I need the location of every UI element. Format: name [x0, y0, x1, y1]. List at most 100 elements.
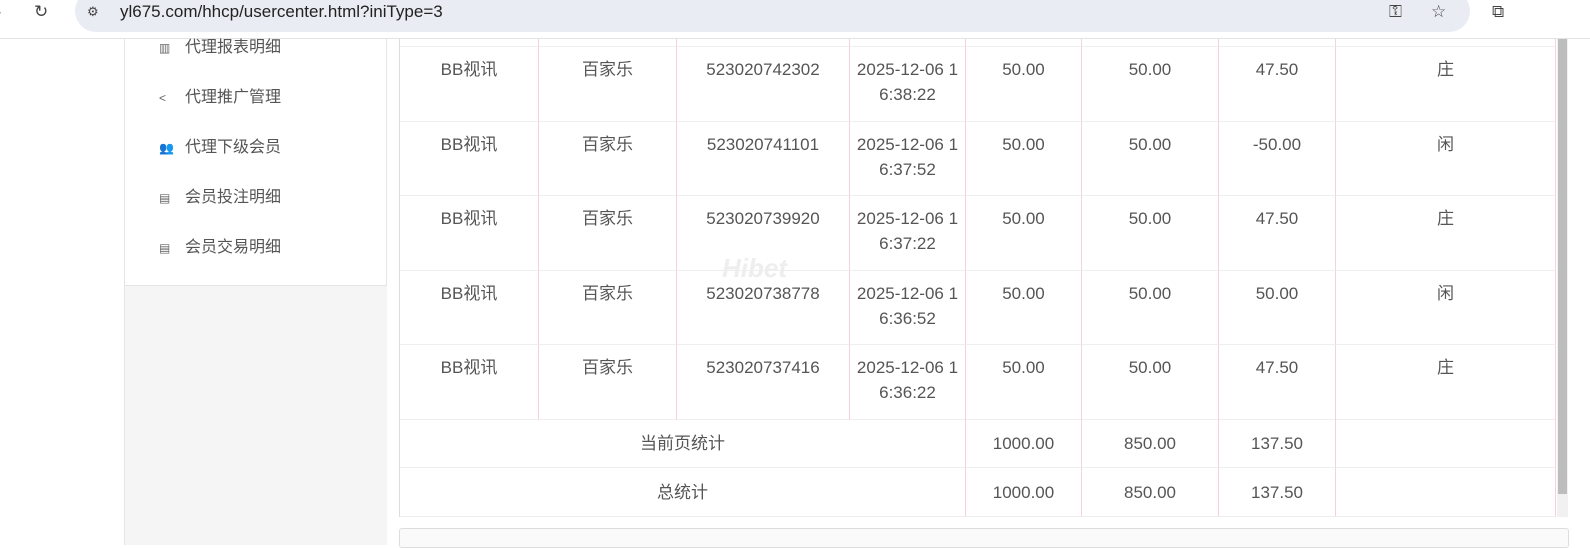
time-cell: 2025-12-06 16:36:22: [850, 345, 966, 420]
time-cell: 2025-12-06 16:37:22: [850, 196, 966, 271]
cell-text: 523020739920: [706, 209, 820, 228]
reload-icon[interactable]: ↻: [34, 2, 49, 21]
cell-text: 47.50: [1255, 358, 1299, 377]
time-cell: 2025-12-06 16:37:52: [850, 121, 966, 196]
sidebar-item-label: 代理推广管理: [185, 89, 282, 106]
cell-text: 总统计: [657, 483, 708, 502]
cell-text: 50.00: [1128, 60, 1172, 79]
extensions-icon[interactable]: ⧉: [1492, 2, 1505, 21]
cell-text: 50.00: [1002, 134, 1045, 154]
payout-cell: -50.00: [1219, 121, 1336, 196]
cell-text: 闲: [1437, 134, 1454, 154]
cell-text: BB视讯: [440, 209, 498, 228]
amount-cell: 50.00: [966, 121, 1082, 196]
result-cell: 庄: [1336, 345, 1556, 420]
game-cell: 百家乐: [539, 345, 677, 420]
scrollbar-thumb[interactable]: [1558, 39, 1567, 494]
amount-cell: 50.00: [966, 196, 1082, 271]
valid-amount-cell: 50.00: [1082, 121, 1219, 196]
watermark-logo: Hibet: [722, 253, 787, 283]
bet-id-cell: 523020737416: [677, 345, 850, 420]
cell-text: 850.00: [1124, 434, 1176, 453]
cell-text: 50.00: [1128, 134, 1172, 154]
cell-text: 2025-12-06 16:36:52: [856, 283, 959, 328]
table-cell: [1082, 39, 1219, 47]
cell-text: 850.00: [1124, 483, 1176, 502]
table-cell: [850, 39, 966, 47]
payout-cell: 47.50: [1219, 345, 1336, 420]
platform-cell: BB视讯: [400, 270, 539, 345]
amount-cell: 50.00: [966, 345, 1082, 420]
summary-value: [1336, 468, 1556, 517]
forward-icon[interactable]: ›: [0, 0, 2, 24]
table-cell: [539, 39, 677, 47]
valid-amount-cell: 50.00: [1082, 47, 1219, 122]
bet-id-cell: 523020742302: [677, 47, 850, 122]
summary-value: 850.00: [1082, 468, 1219, 517]
cell-text: 当前页统计: [640, 434, 725, 453]
result-cell: 庄: [1336, 196, 1556, 271]
amount-cell: 50.00: [966, 270, 1082, 345]
cell-text: 50.00: [1128, 209, 1172, 228]
cell-text: 2025-12-06 16:37:52: [856, 134, 959, 179]
cell-text: 百家乐: [582, 209, 633, 228]
cell-text: 50.00: [1128, 283, 1172, 303]
result-cell: 庄: [1336, 47, 1556, 122]
bet-id-cell: 523020741101: [677, 121, 850, 196]
game-cell: 百家乐: [539, 270, 677, 345]
payout-cell: 50.00: [1219, 270, 1336, 345]
table-cell: [1336, 39, 1556, 47]
payout-cell: 47.50: [1219, 196, 1336, 271]
table-cell: [966, 39, 1082, 47]
result-cell: 闲: [1336, 121, 1556, 196]
summary-value: 137.50: [1219, 419, 1336, 468]
cell-text: 50.00: [1002, 358, 1045, 377]
cell-text: 庄: [1437, 60, 1454, 79]
sidebar-item[interactable]: ▤ 会员交易明细: [159, 236, 281, 260]
list-icon: ▤: [159, 241, 171, 255]
star-icon[interactable]: ☆: [1431, 2, 1447, 21]
cell-text: 1000.00: [992, 434, 1055, 453]
sidebar-item-label: 代理报表明细: [185, 39, 282, 56]
cell-text: BB视讯: [440, 283, 498, 303]
bet-table: BB视讯 百家乐 523020742302 2025-12-06 16:38:22 50…: [399, 39, 1556, 517]
key-icon[interactable]: ⚿: [1389, 2, 1402, 21]
cell-text: BB视讯: [440, 358, 498, 377]
result-cell: 闲: [1336, 270, 1556, 345]
sidebar-item[interactable]: < 代理推广管理: [159, 86, 281, 110]
sidebar-item[interactable]: 👥 代理下级会员: [159, 136, 281, 160]
summary-value: 1000.00: [966, 468, 1082, 517]
game-cell: 百家乐: [539, 196, 677, 271]
site-settings-icon[interactable]: ⚙: [87, 4, 99, 19]
cell-text: 庄: [1437, 358, 1454, 377]
url-text[interactable]: yl675.com/hhcp/usercenter.html?iniType=3: [120, 2, 443, 21]
address-bar[interactable]: ⚙ yl675.com/hhcp/usercenter.html?iniType…: [75, 0, 1470, 32]
summary-value: 137.50: [1219, 468, 1336, 517]
cell-text: 50.00: [1255, 283, 1299, 303]
sidebar-item-label: 会员交易明细: [185, 239, 282, 256]
cell-text: 闲: [1437, 283, 1454, 303]
cell-text: 1000.00: [992, 483, 1055, 502]
cell-text: 47.50: [1255, 60, 1299, 79]
report-icon: ▥: [159, 41, 171, 55]
sidebar-item[interactable]: ▤ 会员投注明细: [159, 186, 281, 210]
cell-text: 137.50: [1251, 483, 1303, 502]
platform-cell: BB视讯: [400, 121, 539, 196]
sidebar-menu: ▥ 代理报表明细 < 代理推广管理 👥 代理下级会员 ▤ 会员投注明细 ▤ 会员交易明细: [124, 39, 387, 286]
platform-cell: BB视讯: [400, 345, 539, 420]
cell-text: BB视讯: [440, 60, 498, 79]
bottom-panel: [399, 528, 1569, 548]
cell-text: 50.00: [1002, 60, 1045, 79]
cell-text: 庄: [1437, 209, 1454, 228]
cell-text: 2025-12-06 16:36:22: [856, 358, 959, 402]
users-icon: 👥: [159, 141, 174, 155]
cell-text: 137.50: [1251, 434, 1303, 453]
summary-value: [1336, 419, 1556, 468]
cell-text: 523020742302: [706, 60, 820, 79]
cell-text: 2025-12-06 16:38:22: [856, 60, 959, 104]
clipboard-icon: ▤: [159, 191, 171, 205]
amount-cell: 50.00: [966, 47, 1082, 122]
sidebar-item[interactable]: ▥ 代理报表明细: [159, 36, 281, 60]
cell-text: 523020737416: [706, 358, 820, 377]
cell-text: 523020741101: [706, 134, 820, 154]
